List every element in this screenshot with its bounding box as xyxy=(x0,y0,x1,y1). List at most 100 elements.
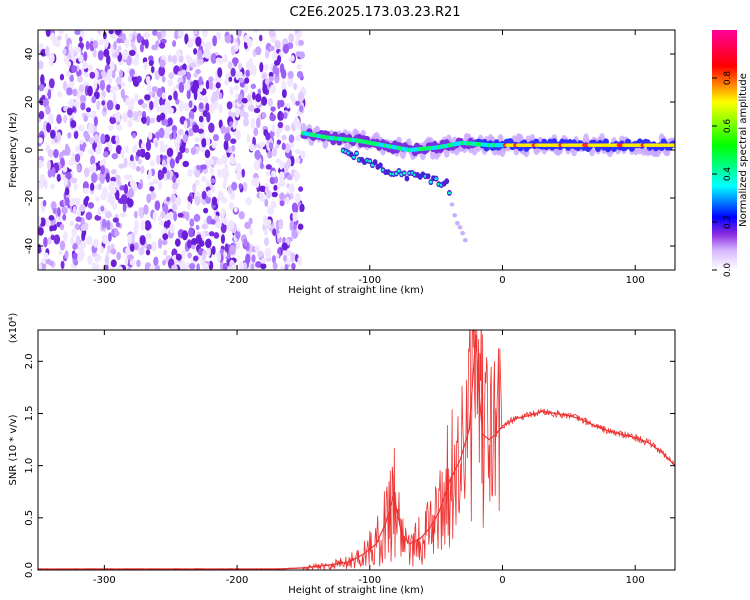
heatmap-noise-blob xyxy=(100,164,106,175)
heatmap-noise-blob xyxy=(162,259,166,266)
heatmap-noise-blob xyxy=(62,80,68,91)
heatmap-secondary-blob xyxy=(372,159,378,166)
heatmap-noise-blob xyxy=(103,151,109,158)
snr-data-point xyxy=(501,425,504,427)
heatmap-noise-blob xyxy=(267,150,273,159)
heatmap-noise-blob xyxy=(71,227,77,237)
snr-data-point xyxy=(408,543,411,545)
snr-y-tick-label: 1.5 xyxy=(24,406,35,422)
heatmap-noise-blob xyxy=(107,244,112,254)
heatmap-noise-blob xyxy=(63,114,68,124)
heatmap-noise-blob xyxy=(279,112,284,121)
heatmap-noise-blob xyxy=(143,204,149,215)
heatmap-noise-blob xyxy=(224,132,231,142)
heatmap-noise-blob xyxy=(75,145,80,153)
heatmap-noise-blob xyxy=(186,239,192,249)
heatmap-secondary-core xyxy=(370,163,375,167)
heatmap-noise-blob xyxy=(176,49,182,57)
heatmap-noise-blob xyxy=(229,86,234,96)
heatmap-noise-blob xyxy=(39,174,46,183)
heatmap-noise-blob xyxy=(112,52,118,59)
heatmap-secondary-blob xyxy=(425,173,431,180)
heatmap-noise-blob xyxy=(117,45,122,51)
snr-y-tick-label: 2.0 xyxy=(24,353,35,369)
snr-data-point xyxy=(401,532,403,535)
heatmap-noise-blob xyxy=(264,237,269,247)
heatmap-noise-blob xyxy=(148,168,152,180)
heatmap-noise-blob xyxy=(167,95,173,101)
heatmap-noise-blob xyxy=(201,138,207,148)
heatmap-noise-blob xyxy=(74,197,81,207)
heatmap-noise-blob xyxy=(53,148,59,159)
heatmap-noise-blob xyxy=(271,124,276,133)
heatmap-noise-blob xyxy=(208,76,214,83)
heatmap-noise-blob xyxy=(79,36,83,43)
heatmap-noise-blob xyxy=(106,219,111,231)
heatmap-noise-blob xyxy=(109,180,116,187)
heatmap-noise-blob xyxy=(85,211,93,221)
heatmap-noise-blob xyxy=(217,67,223,78)
heatmap-noise-blob xyxy=(72,106,76,113)
heatmap-noise-blob xyxy=(279,200,285,207)
heatmap-noise-blob xyxy=(68,43,73,52)
heatmap-noise-blob xyxy=(74,223,80,231)
heatmap-noise-blob xyxy=(86,235,93,246)
heatmap-noise-blob xyxy=(127,254,134,261)
heatmap-noise-blob xyxy=(132,181,138,193)
heatmap-noise-blob xyxy=(208,260,214,270)
heatmap-noise-blob xyxy=(96,30,102,34)
heatmap-noise-blob xyxy=(245,69,251,78)
heatmap-noise-blob xyxy=(170,193,177,204)
heatmap-noise-blob xyxy=(180,249,187,260)
heatmap-noise-blob xyxy=(156,87,163,98)
heatmap-noise-blob xyxy=(281,142,286,151)
heatmap-noise-blob xyxy=(79,94,87,102)
heatmap-noise-blob xyxy=(137,183,142,190)
heatmap-noise-blob xyxy=(188,128,194,137)
heatmap-noise-blob xyxy=(222,54,228,63)
heatmap-noise-blob xyxy=(156,31,162,39)
heatmap-noise-blob xyxy=(97,183,102,191)
heatmap-noise-blob xyxy=(74,46,81,53)
heatmap-noise-blob xyxy=(227,61,233,70)
heatmap-noise-blob xyxy=(133,242,139,251)
colorbar-ticks: 0.0 0.2 0.4 0.6 0.8 xyxy=(712,71,733,277)
heatmap-noise-blob xyxy=(124,258,129,266)
heatmap-noise-blob xyxy=(285,196,290,205)
heatmap-noise-blob xyxy=(261,96,268,106)
heatmap-noise-blob xyxy=(264,78,270,85)
heatmap-noise-blob xyxy=(108,232,112,242)
heatmap-noise-blob xyxy=(47,149,54,158)
heatmap-noise-blob xyxy=(159,59,166,68)
heatmap-noise-blob xyxy=(118,163,126,169)
heatmap-noise-blob xyxy=(265,171,270,177)
snr-x-tick-label: -100 xyxy=(358,575,381,586)
heatmap-noise-blob xyxy=(253,159,261,171)
heatmap-noise-blob xyxy=(103,106,107,113)
heatmap-noise-blob xyxy=(224,34,232,44)
heatmap-noise-blob xyxy=(94,255,99,263)
heatmap-secondary-blob xyxy=(377,162,383,169)
heatmap-noise-blob xyxy=(287,70,294,80)
heatmap-noise-blob xyxy=(259,185,266,193)
heatmap-noise-blob xyxy=(209,167,215,174)
heatmap-noise-blob xyxy=(198,76,203,86)
heatmap-noise-blob xyxy=(132,144,138,154)
heatmap-noise-blob xyxy=(172,129,177,140)
heatmap-noise-blob xyxy=(91,172,98,184)
heatmap-noise-blob xyxy=(238,62,242,71)
heatmap-noise-blob xyxy=(158,170,165,180)
heatmap-noise-blob xyxy=(48,260,54,267)
heatmap-noise-blob xyxy=(250,117,255,129)
snr-data-point xyxy=(661,451,663,453)
heatmap-noise-blob xyxy=(187,199,191,211)
heatmap-noise-blob xyxy=(185,211,190,221)
heatmap-noise-blob xyxy=(177,151,183,160)
heatmap-noise-blob xyxy=(73,100,80,107)
heatmap-noise-blob xyxy=(213,100,219,110)
heatmap-noise-blob xyxy=(215,31,222,40)
heatmap-secondary-core xyxy=(434,177,438,181)
heatmap-noise-blob xyxy=(178,82,185,93)
heatmap-noise-blob xyxy=(110,169,117,175)
